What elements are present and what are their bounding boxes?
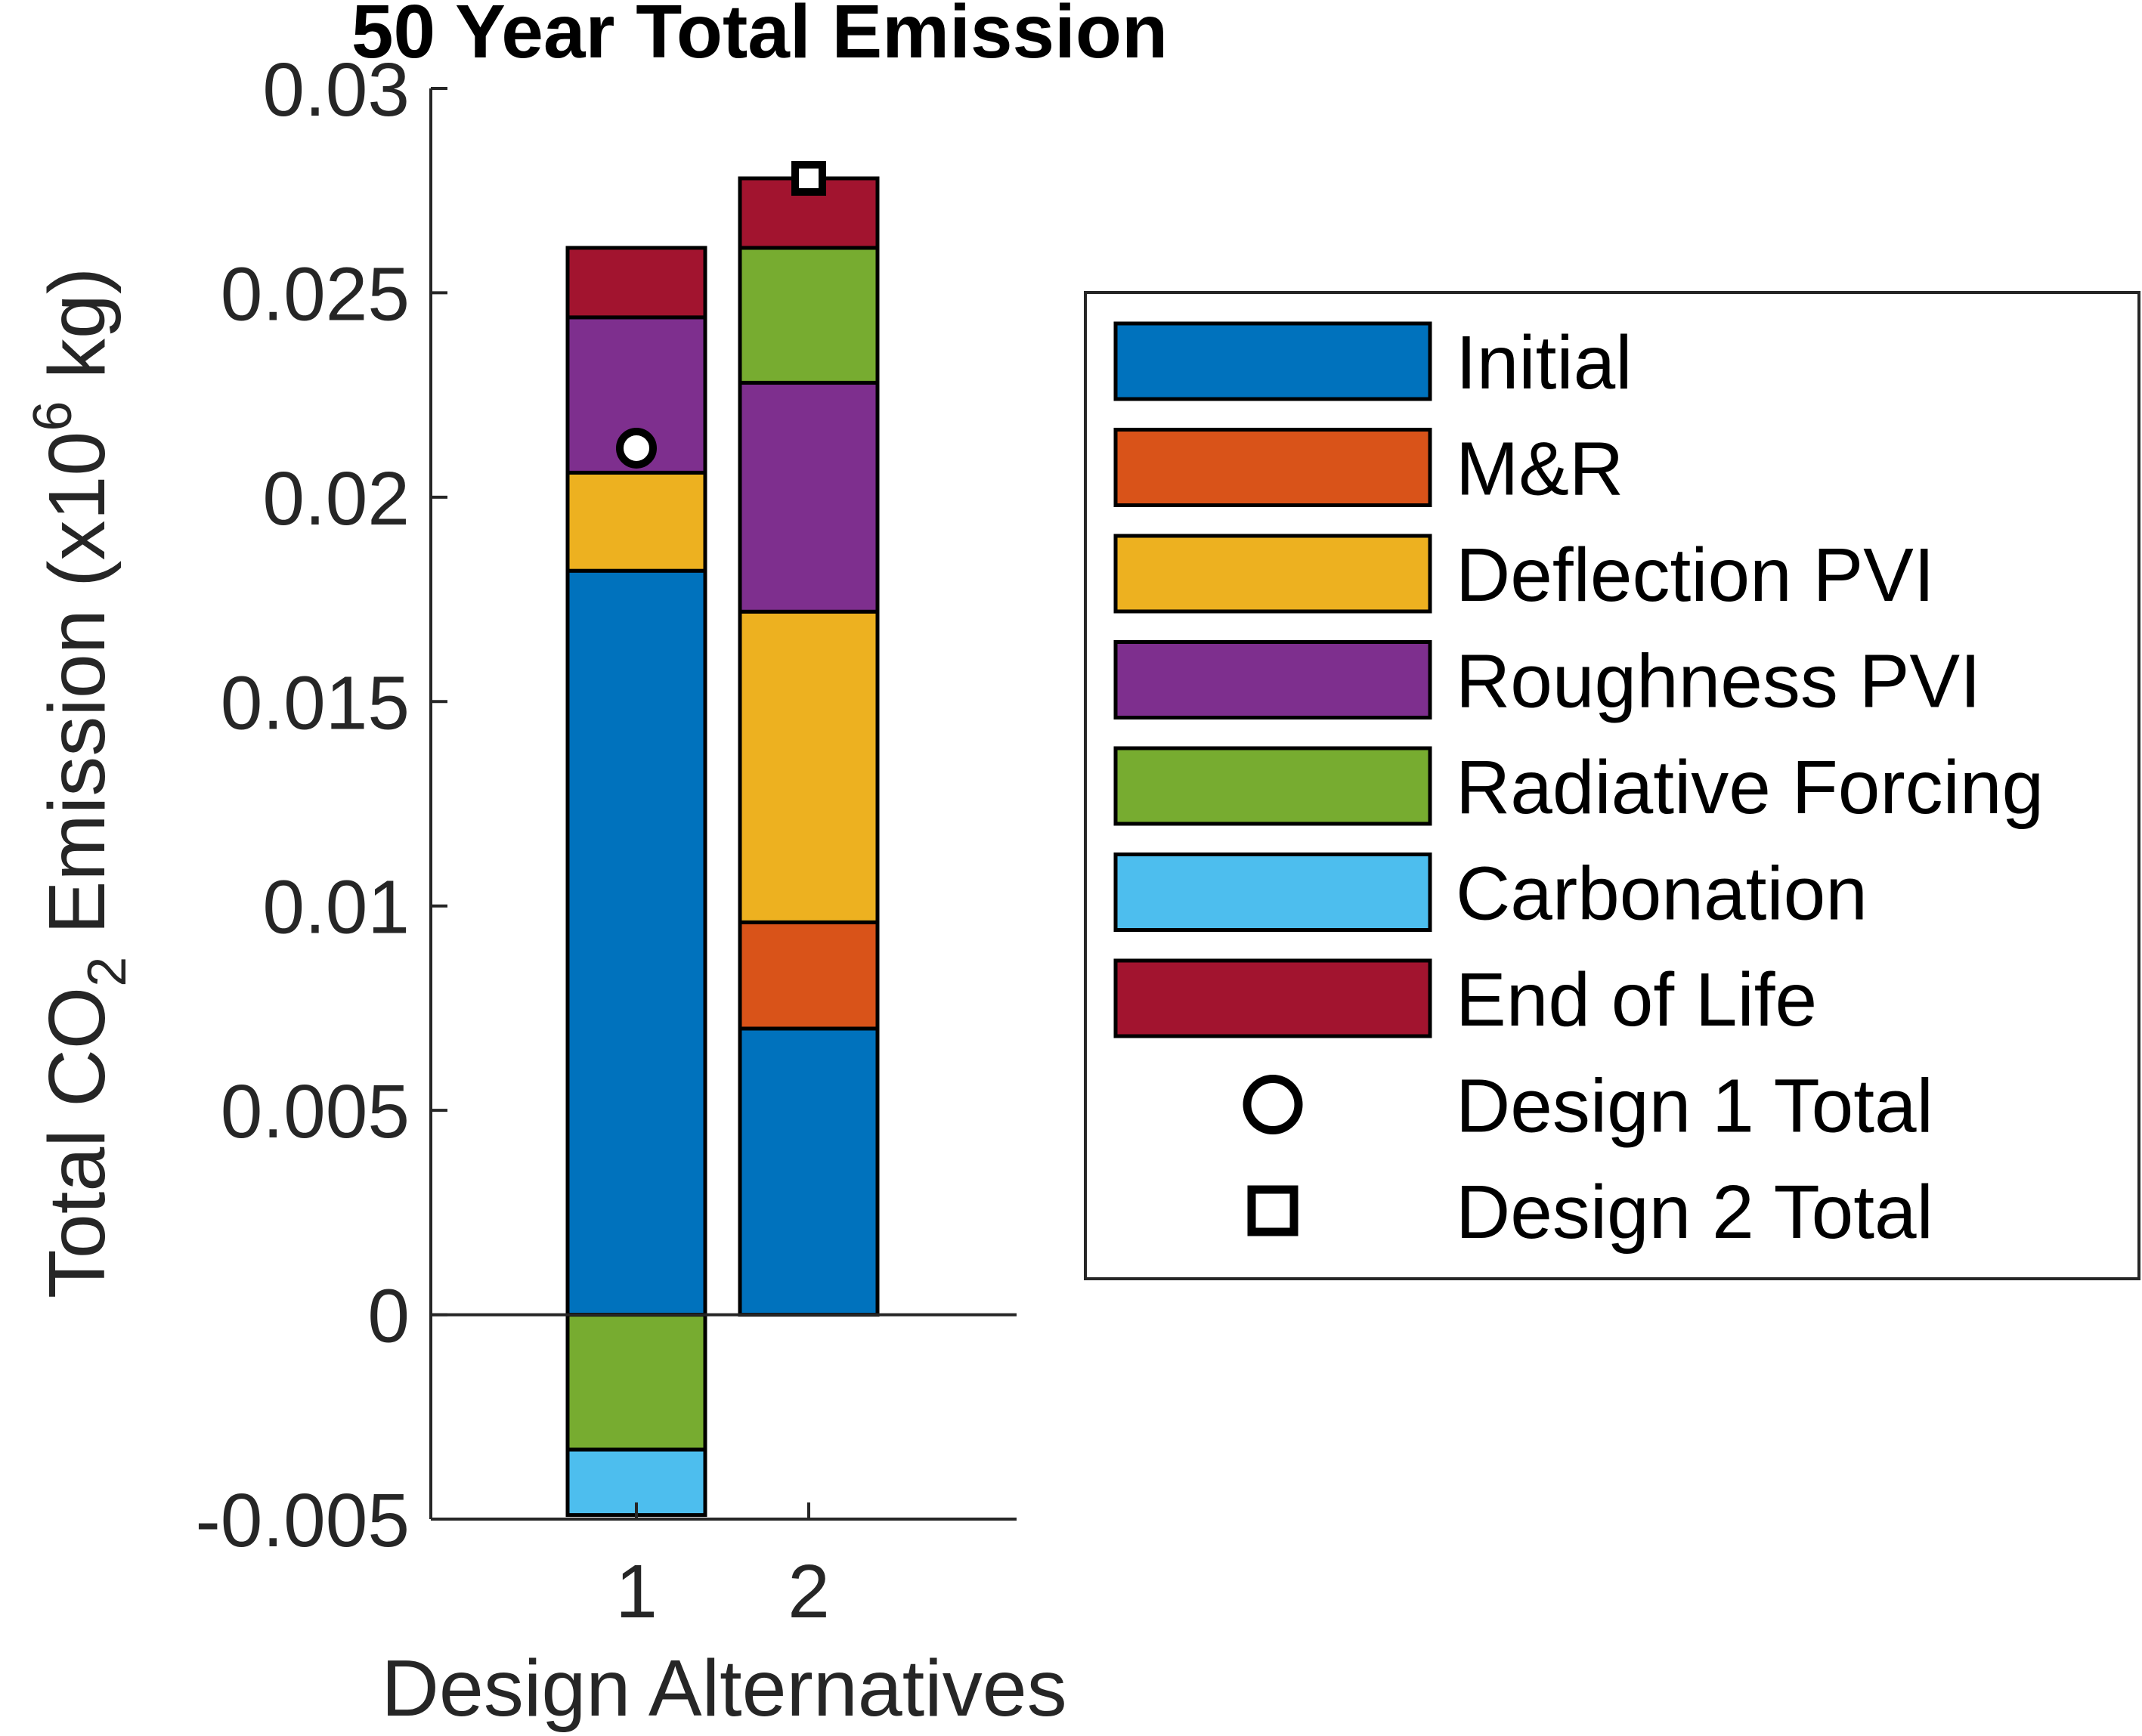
y-axis-label: Total CO2 Emission (x106 kg) <box>23 268 138 1298</box>
bar-segment-initial-design-2 <box>738 1026 880 1317</box>
y-tick-label: 0.02 <box>262 456 410 541</box>
plot-area <box>431 160 1017 1518</box>
y-axis-label-middle: Emission (x10 <box>33 432 122 957</box>
legend-swatch <box>1113 958 1432 1038</box>
legend-swatch <box>1113 853 1432 932</box>
legend-label: Initial <box>1456 320 1632 405</box>
legend-marker-circle <box>1243 1075 1303 1134</box>
legend-label: Design 1 Total <box>1456 1064 1933 1149</box>
y-tick-label: 0.03 <box>262 48 410 132</box>
marker-design-2-total <box>791 160 826 196</box>
bar-segment-mandr-design-2 <box>738 920 880 1031</box>
legend-label: Carbonation <box>1456 852 1868 936</box>
legend-label: M&R <box>1456 427 1624 512</box>
y-axis-label-suffix: kg) <box>33 268 122 401</box>
legend-item-end-of-life: End of Life <box>1113 958 1817 1042</box>
legend-label: Radiative Forcing <box>1456 745 2044 830</box>
y-tick-label: 0 <box>367 1274 410 1359</box>
chart-title: 50 Year Total Emission <box>351 0 1168 74</box>
legend-item-carbonation: Carbonation <box>1113 852 1868 936</box>
legend-label: Deflection PVI <box>1456 533 1935 617</box>
legend-swatch <box>1113 321 1432 401</box>
y-tick-label: 0.025 <box>221 252 410 336</box>
y-axis-label-prefix: Total CO <box>33 987 122 1298</box>
y-tick-label: 0.01 <box>262 865 410 950</box>
y-axis: -0.005 0 0.005 0.01 0.015 0.02 0.025 0.03 <box>195 48 447 1563</box>
bar-segment-roughness-pvi-design-2 <box>738 380 880 614</box>
bar-segment-deflection-pvi-design-1 <box>565 470 707 573</box>
legend-label: Roughness PVI <box>1456 639 1981 724</box>
y-tick-label: 0.005 <box>221 1069 410 1154</box>
y-axis-label-subscript: 2 <box>77 957 138 987</box>
x-tick-label: 2 <box>788 1549 830 1634</box>
marker-design-1-total <box>616 427 657 469</box>
bar-segment-end-of-life-design-1 <box>565 246 707 320</box>
legend-item-design-2-total: Design 2 Total <box>1247 1170 1933 1255</box>
x-axis-label: Design Alternatives <box>381 1644 1066 1733</box>
legend-swatch <box>1113 746 1432 826</box>
legend: Initial M&R Deflection PVI Roughness PVI Rad… <box>1084 291 2140 1280</box>
bar-segment-radiative-forcing-design-2 <box>738 246 880 385</box>
legend-swatch <box>1113 428 1432 507</box>
legend-item-initial: Initial <box>1113 320 1632 405</box>
bar-segment-initial-design-1 <box>565 568 707 1317</box>
legend-swatch <box>1113 534 1432 614</box>
legend-swatch <box>1113 640 1432 719</box>
y-axis-label-superscript: 6 <box>23 401 83 432</box>
y-tick-label: -0.005 <box>195 1478 410 1563</box>
legend-label: End of Life <box>1456 958 1817 1042</box>
legend-item-design-1-total: Design 1 Total <box>1243 1064 1933 1149</box>
legend-label: Design 2 Total <box>1456 1170 1933 1255</box>
legend-item-mandr: M&R <box>1113 427 1624 512</box>
legend-item-deflection-pvi: Deflection PVI <box>1113 533 1935 617</box>
bar-segment-radiative-forcing-design-1 <box>565 1313 707 1452</box>
y-tick-label: 0.015 <box>221 661 410 745</box>
x-tick-label: 1 <box>615 1549 658 1634</box>
bar-segment-deflection-pvi-design-2 <box>738 609 880 924</box>
legend-marker-square <box>1247 1185 1299 1236</box>
legend-item-radiative-forcing: Radiative Forcing <box>1113 745 2044 830</box>
legend-item-roughness-pvi: Roughness PVI <box>1113 639 1981 724</box>
